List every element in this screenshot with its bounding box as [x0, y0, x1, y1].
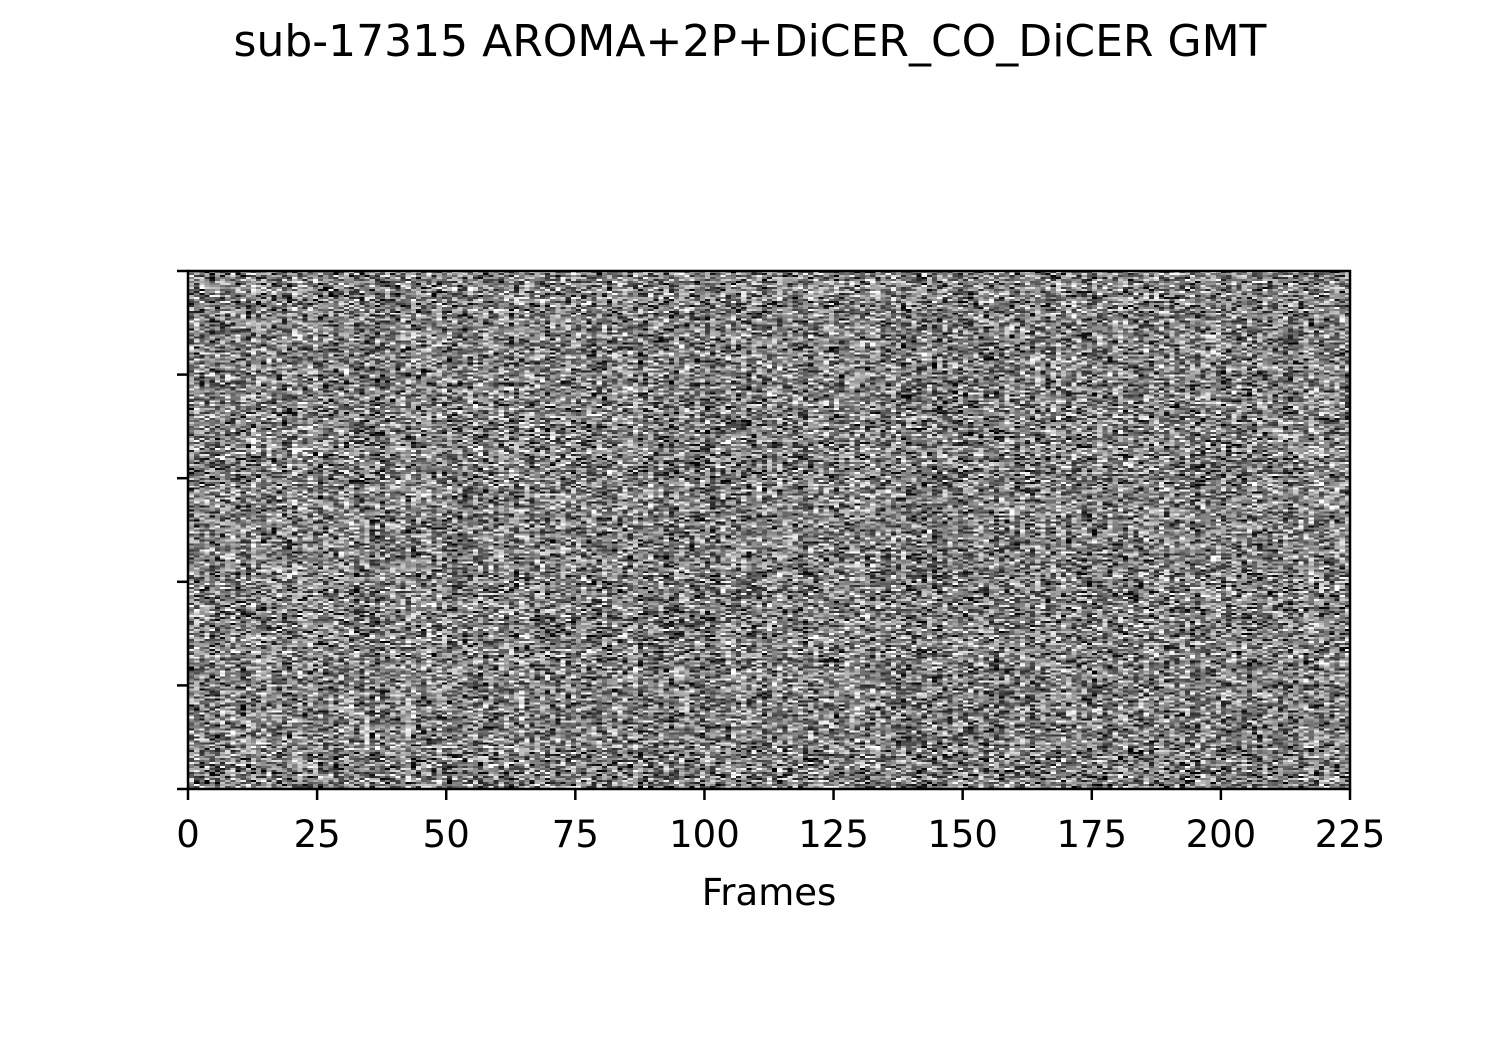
x-tick-label: 50: [423, 813, 470, 856]
x-tick-label: 125: [798, 813, 869, 856]
x-tick-label: 75: [552, 813, 599, 856]
carpet-heatmap-image: [189, 271, 1350, 788]
x-axis-label: Frames: [702, 871, 837, 914]
chart-title: sub-17315 AROMA+2P+DiCER_CO_DiCER GMT: [233, 16, 1267, 67]
x-tick-label: 200: [1186, 813, 1257, 856]
x-tick-label: 0: [176, 813, 200, 856]
x-tick-label: 25: [294, 813, 341, 856]
plot-frame: [186, 269, 1352, 791]
x-tick-label: 150: [927, 813, 998, 856]
x-axis: 0 25 50 75 100 125 150 175 200 225: [176, 789, 1385, 856]
x-tick-label: 225: [1315, 813, 1386, 856]
x-tick-label: 100: [669, 813, 740, 856]
y-axis: [177, 269, 188, 791]
x-tick-label: 175: [1056, 813, 1127, 856]
carpet-heatmap: [189, 271, 1350, 788]
